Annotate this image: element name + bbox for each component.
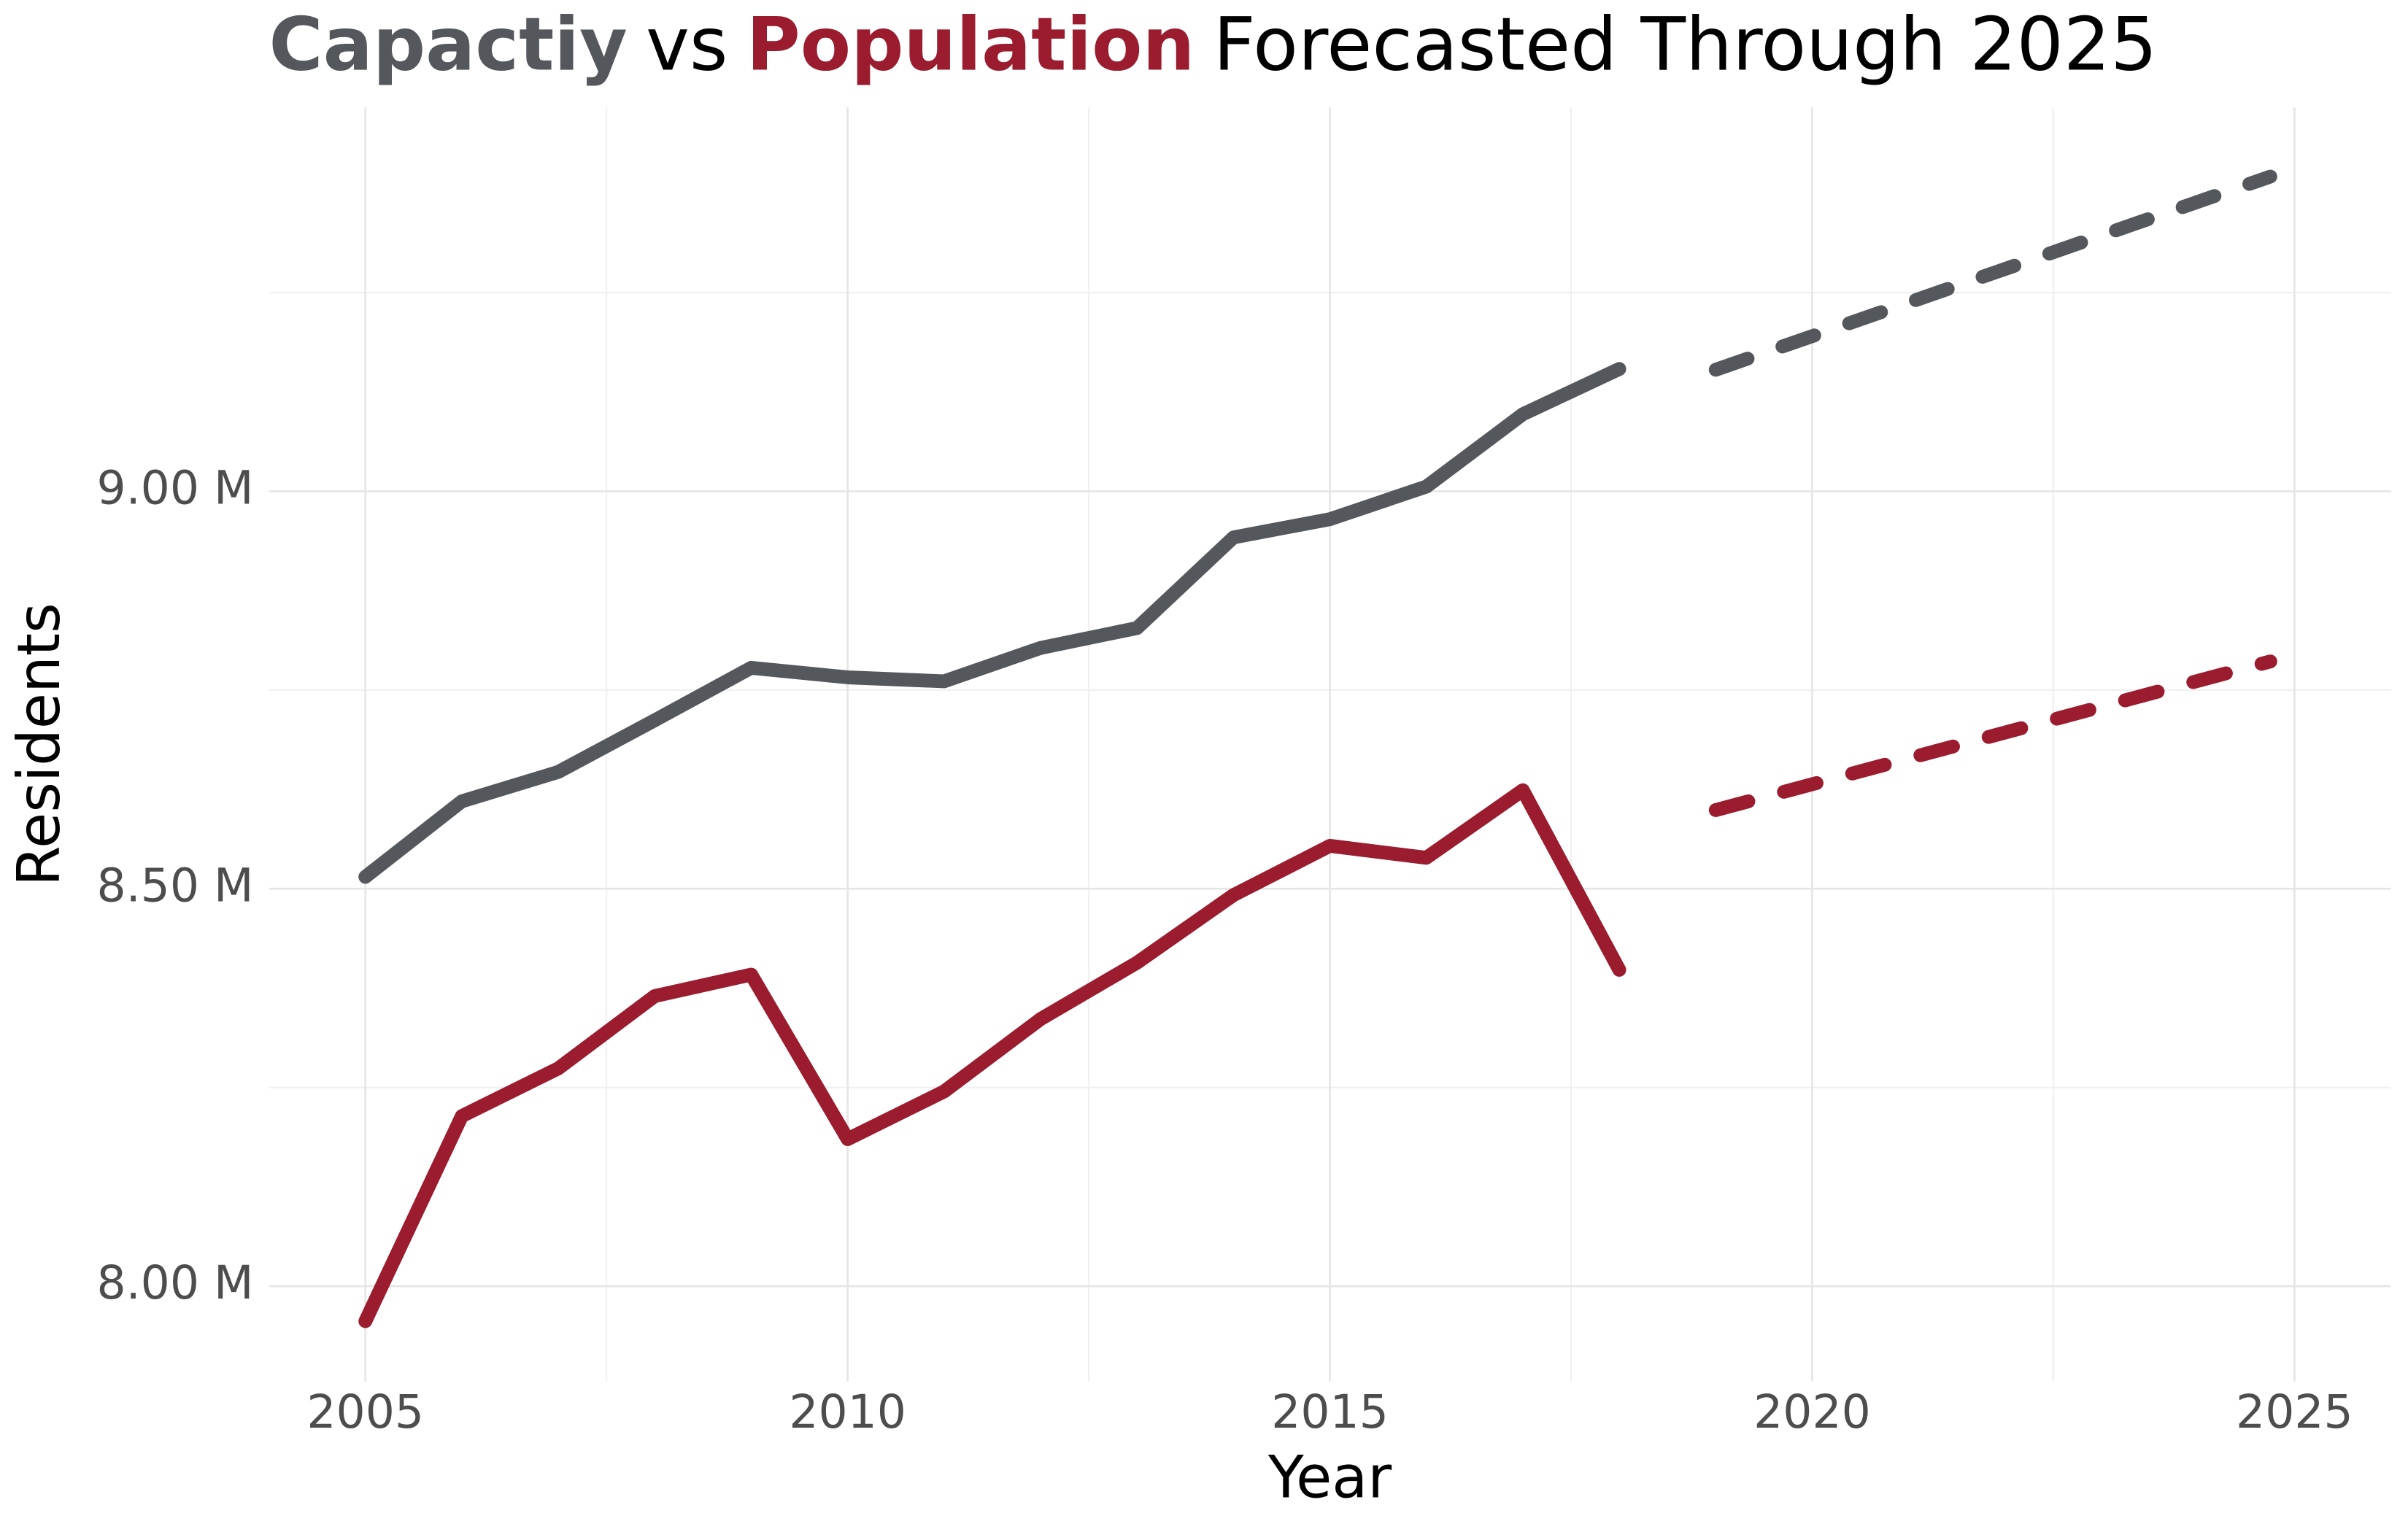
x-axis-title: Year [1267,1444,1392,1512]
y-axis-title: Residents [5,603,73,886]
series-line [1708,654,2277,817]
chart-title: Capactiy vs Population Forecasted Through 2… [269,1,2158,87]
x-tick-label: 2015 [1271,1385,1389,1439]
series-line [1708,169,2277,377]
title-part: vs [646,1,728,87]
x-tick-label: 2025 [2236,1385,2353,1439]
title-part: Capactiy [269,1,628,87]
x-tick-label: 2010 [789,1385,906,1439]
y-tick-label: 8.00 M [96,1256,253,1309]
title-part: Forecasted Through 2025 [1213,1,2158,87]
x-tick-label: 2005 [306,1385,424,1439]
series-line [358,783,1626,1328]
y-tick-label: 8.50 M [96,858,253,912]
x-tick-label: 2020 [1753,1385,1871,1439]
grid [269,107,2391,1382]
y-tick-label: 9.00 M [96,461,253,515]
title-part: Population [746,1,1195,87]
series-line [358,362,1626,884]
